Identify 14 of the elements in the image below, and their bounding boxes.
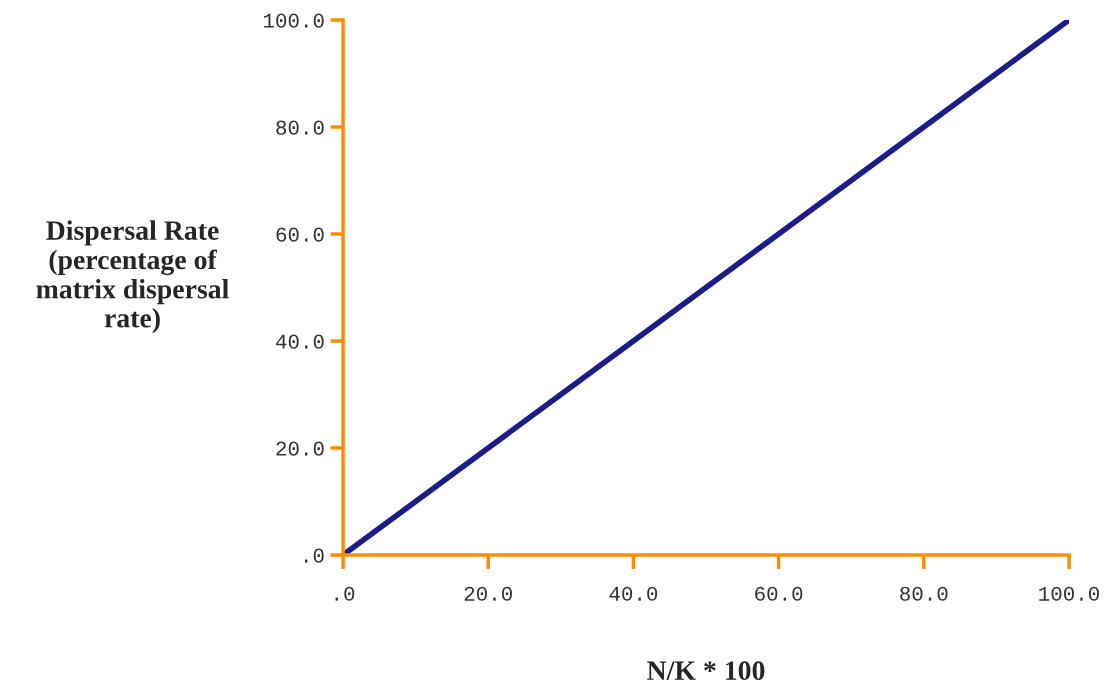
y-tick-label: 40.0: [276, 334, 324, 349]
x-axis-title: N/K * 100: [647, 661, 765, 681]
x-tick-label: .0: [335, 586, 355, 601]
x-tick-label: 80.0: [900, 586, 948, 601]
x-tick-label: 20.0: [464, 586, 512, 601]
y-tick-label: 60.0: [276, 227, 324, 242]
x-tick-label: 100.0: [1039, 586, 1099, 601]
x-tick-label: 40.0: [609, 586, 658, 601]
y-tick-label: .0: [305, 548, 324, 563]
y-tick-label: 20.0: [276, 441, 324, 456]
y-tick-label: 80.0: [276, 120, 324, 135]
y-axis-title: Dispersal Rate (percentage of matrix dispersal rate): [36, 220, 229, 334]
x-tick-label: 60.0: [755, 586, 803, 601]
y-tick-label: 100.0: [263, 13, 324, 28]
